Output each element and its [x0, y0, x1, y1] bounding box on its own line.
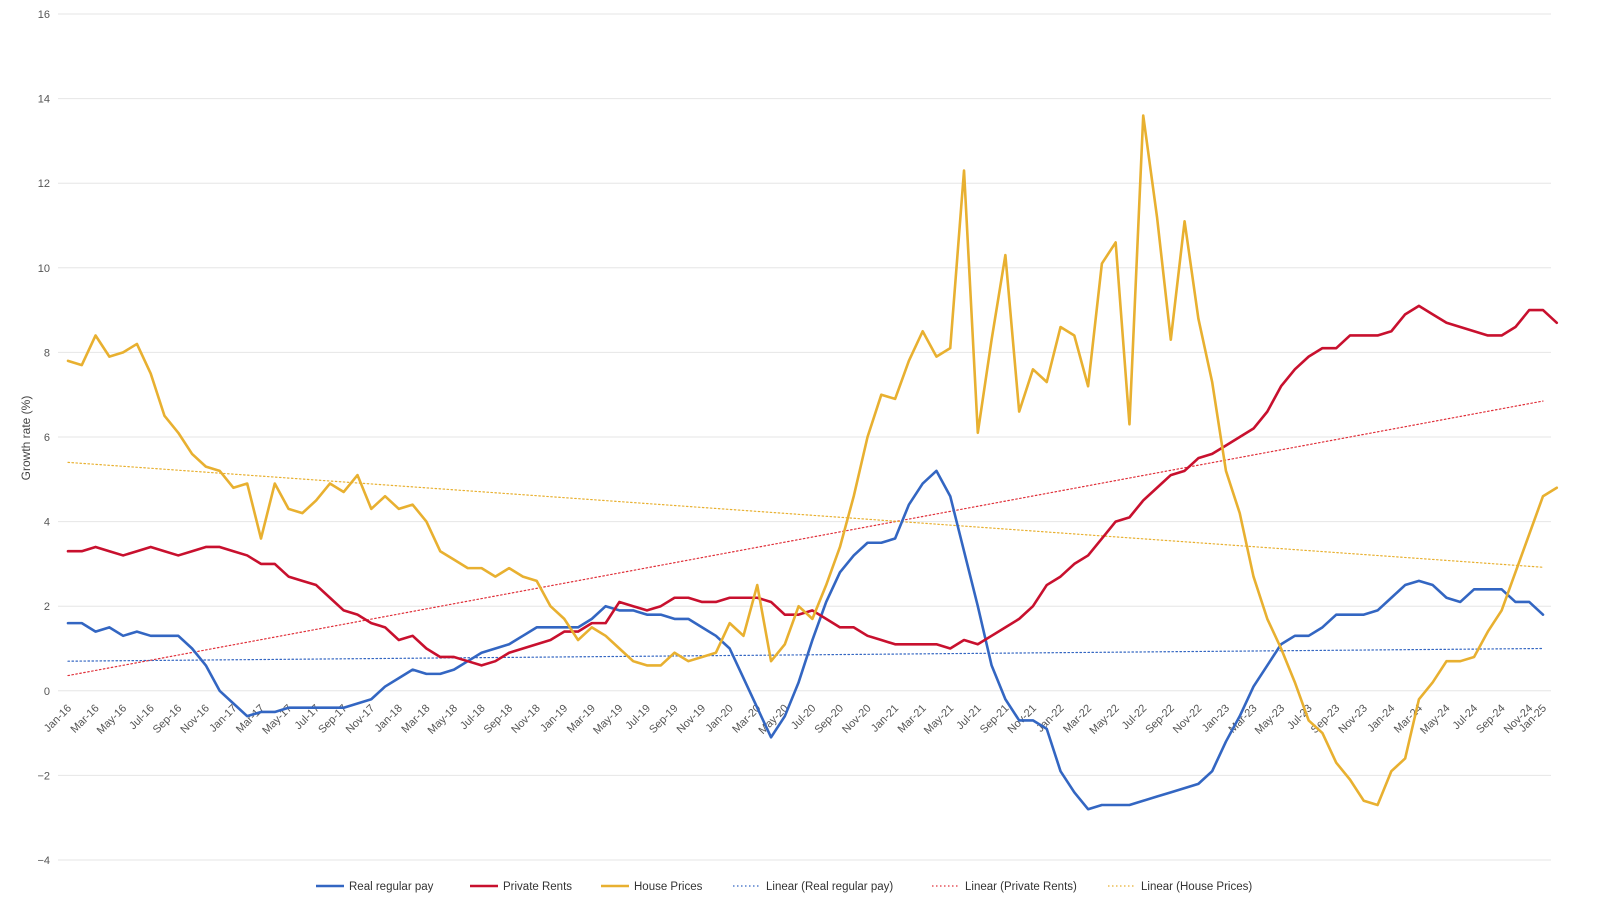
series-line-house-prices: [66, 114, 1559, 807]
x-tick-label: Jan-24: [1365, 702, 1397, 734]
y-tick-label: 14: [38, 94, 50, 106]
x-tick-label: Sep-21: [978, 702, 1012, 736]
x-tick-label: Nov-20: [840, 702, 874, 736]
series-line-linear-real-regular-pay: [67, 647, 1544, 662]
legend-item-real-regular-pay: Real regular pay: [316, 881, 434, 893]
y-tick-label: 2: [44, 601, 50, 613]
y-axis: −4 −2 0 2 4 6 8 10 12 14 16: [37, 9, 50, 867]
x-tick-label: Sep-16: [151, 702, 185, 736]
x-axis: Jan-16Mar-16May-16Jul-16Sep-16Nov-16Jan-…: [42, 702, 1549, 736]
x-tick-label: Jan-17: [207, 702, 239, 734]
legend-item-linear-real-regular-pay: Linear (Real regular pay): [733, 881, 893, 893]
y-tick-label: 8: [44, 347, 50, 359]
x-tick-label: Jan-22: [1034, 702, 1066, 734]
x-tick-label: Sep-19: [647, 702, 681, 736]
x-tick-label: Nov-18: [509, 702, 543, 736]
x-tick-label: Nov-22: [1171, 702, 1205, 736]
series-line-linear-private-rents: [67, 400, 1544, 677]
series-line-real-regular-pay: [66, 469, 1545, 811]
x-tick-label: May-22: [1087, 702, 1121, 736]
y-tick-label: 4: [44, 517, 50, 529]
legend-label: House Prices: [634, 881, 703, 893]
x-tick-label: Jan-20: [704, 702, 736, 734]
x-tick-label: May-16: [95, 702, 129, 736]
x-tick-label: Jan-23: [1200, 702, 1232, 734]
x-tick-label: Nov-19: [675, 702, 709, 736]
legend-item-private-rents: Private Rents: [470, 881, 572, 893]
series-lines: [66, 114, 1559, 811]
legend-label: Private Rents: [503, 881, 572, 893]
y-axis-title: Growth rate (%): [19, 396, 33, 481]
x-tick-label: May-24: [1418, 702, 1452, 736]
x-tick-label: Sep-22: [1143, 702, 1177, 736]
y-tick-label: 10: [38, 263, 50, 275]
y-tick-label: 6: [44, 432, 50, 444]
legend: Real regular pay Private Rents House Price…: [316, 881, 1252, 893]
x-tick-label: Jan-21: [869, 702, 901, 734]
y-tick-label: −4: [37, 855, 50, 867]
series-line-private-rents: [66, 304, 1559, 667]
legend-label: Linear (Real regular pay): [766, 881, 893, 893]
x-tick-label: Nov-23: [1336, 702, 1370, 736]
legend-item-linear-house-prices: Linear (House Prices): [1108, 881, 1252, 893]
y-tick-label: 16: [38, 9, 50, 21]
x-tick-label: Nov-16: [178, 702, 212, 736]
gridlines: [58, 13, 1551, 861]
x-tick-label: Sep-18: [482, 702, 516, 736]
x-tick-label: May-21: [922, 702, 956, 736]
x-tick-label: May-18: [426, 702, 460, 736]
y-tick-label: 0: [44, 686, 50, 698]
y-tick-label: 12: [38, 178, 50, 190]
x-tick-label: May-19: [591, 702, 625, 736]
legend-label: Real regular pay: [349, 881, 434, 893]
x-tick-label: May-23: [1253, 702, 1287, 736]
x-tick-label: Sep-23: [1309, 702, 1343, 736]
x-tick-label: Jan-16: [42, 702, 74, 734]
legend-label: Linear (House Prices): [1141, 881, 1252, 893]
x-tick-label: Jan-18: [373, 702, 405, 734]
legend-item-house-prices: House Prices: [601, 881, 703, 893]
series-line-linear-house-prices: [67, 461, 1544, 568]
legend-label: Linear (Private Rents): [965, 881, 1077, 893]
x-tick-label: Sep-20: [813, 702, 847, 736]
legend-item-linear-private-rents: Linear (Private Rents): [932, 881, 1077, 893]
x-tick-label: Sep-24: [1474, 702, 1508, 736]
y-tick-label: −2: [37, 770, 50, 782]
x-tick-label: Jan-19: [538, 702, 570, 734]
